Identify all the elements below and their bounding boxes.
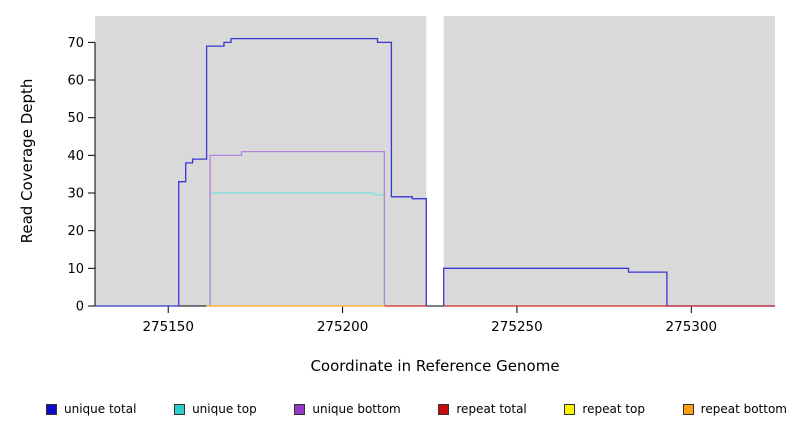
coverage-chart-canvas: 0 10 20 30 40 50 60 70 275150 275200 275250 275300 [67,12,775,335]
legend-swatch-icon [174,403,186,415]
legend-swatch-icon [564,403,576,415]
x-tick-label: 275250 [491,319,543,335]
legend-swatch-icon [682,403,694,415]
legend-label: unique bottom [312,402,401,416]
y-tick-label: 70 [67,36,84,51]
legend-item-repeat-total: repeat total [438,402,527,416]
series-line-unique-total [95,37,427,307]
y-tick-label: 60 [67,74,84,89]
legend-label: unique top [192,402,257,416]
legend-item-repeat-bottom: repeat bottom [682,402,787,416]
legend-item-unique-top: unique top [174,402,257,416]
legend-label: repeat total [456,402,527,416]
y-tick-label: 40 [67,149,84,164]
legend-swatch-icon [46,403,57,415]
y-tick-label: 20 [67,224,84,239]
coverage-gap [426,12,444,306]
y-tick-label: 10 [67,262,84,277]
x-tick-label: 275300 [666,319,718,335]
legend-label: repeat bottom [700,402,787,416]
legend-item-unique-total: unique total [46,402,136,416]
legend: unique total unique top unique bottom repea… [46,399,787,419]
legend-label: unique total [64,402,137,416]
series-line-unique-bottom [209,150,386,306]
legend-swatch-icon [438,403,450,415]
x-tick-label: 275150 [142,319,194,335]
legend-item-unique-bottom: unique bottom [294,402,401,416]
x-axis-title: Coordinate in Reference Genome [310,357,560,375]
x-tick-label: 275200 [317,319,369,335]
y-axis-title: Read Coverage Depth [18,78,36,244]
legend-swatch-icon [294,403,306,415]
y-tick-label: 50 [67,111,84,126]
y-tick-label: 30 [67,187,84,202]
legend-item-repeat-top: repeat top [564,402,645,416]
legend-label: repeat top [582,402,646,416]
y-tick-label: 0 [76,300,84,315]
